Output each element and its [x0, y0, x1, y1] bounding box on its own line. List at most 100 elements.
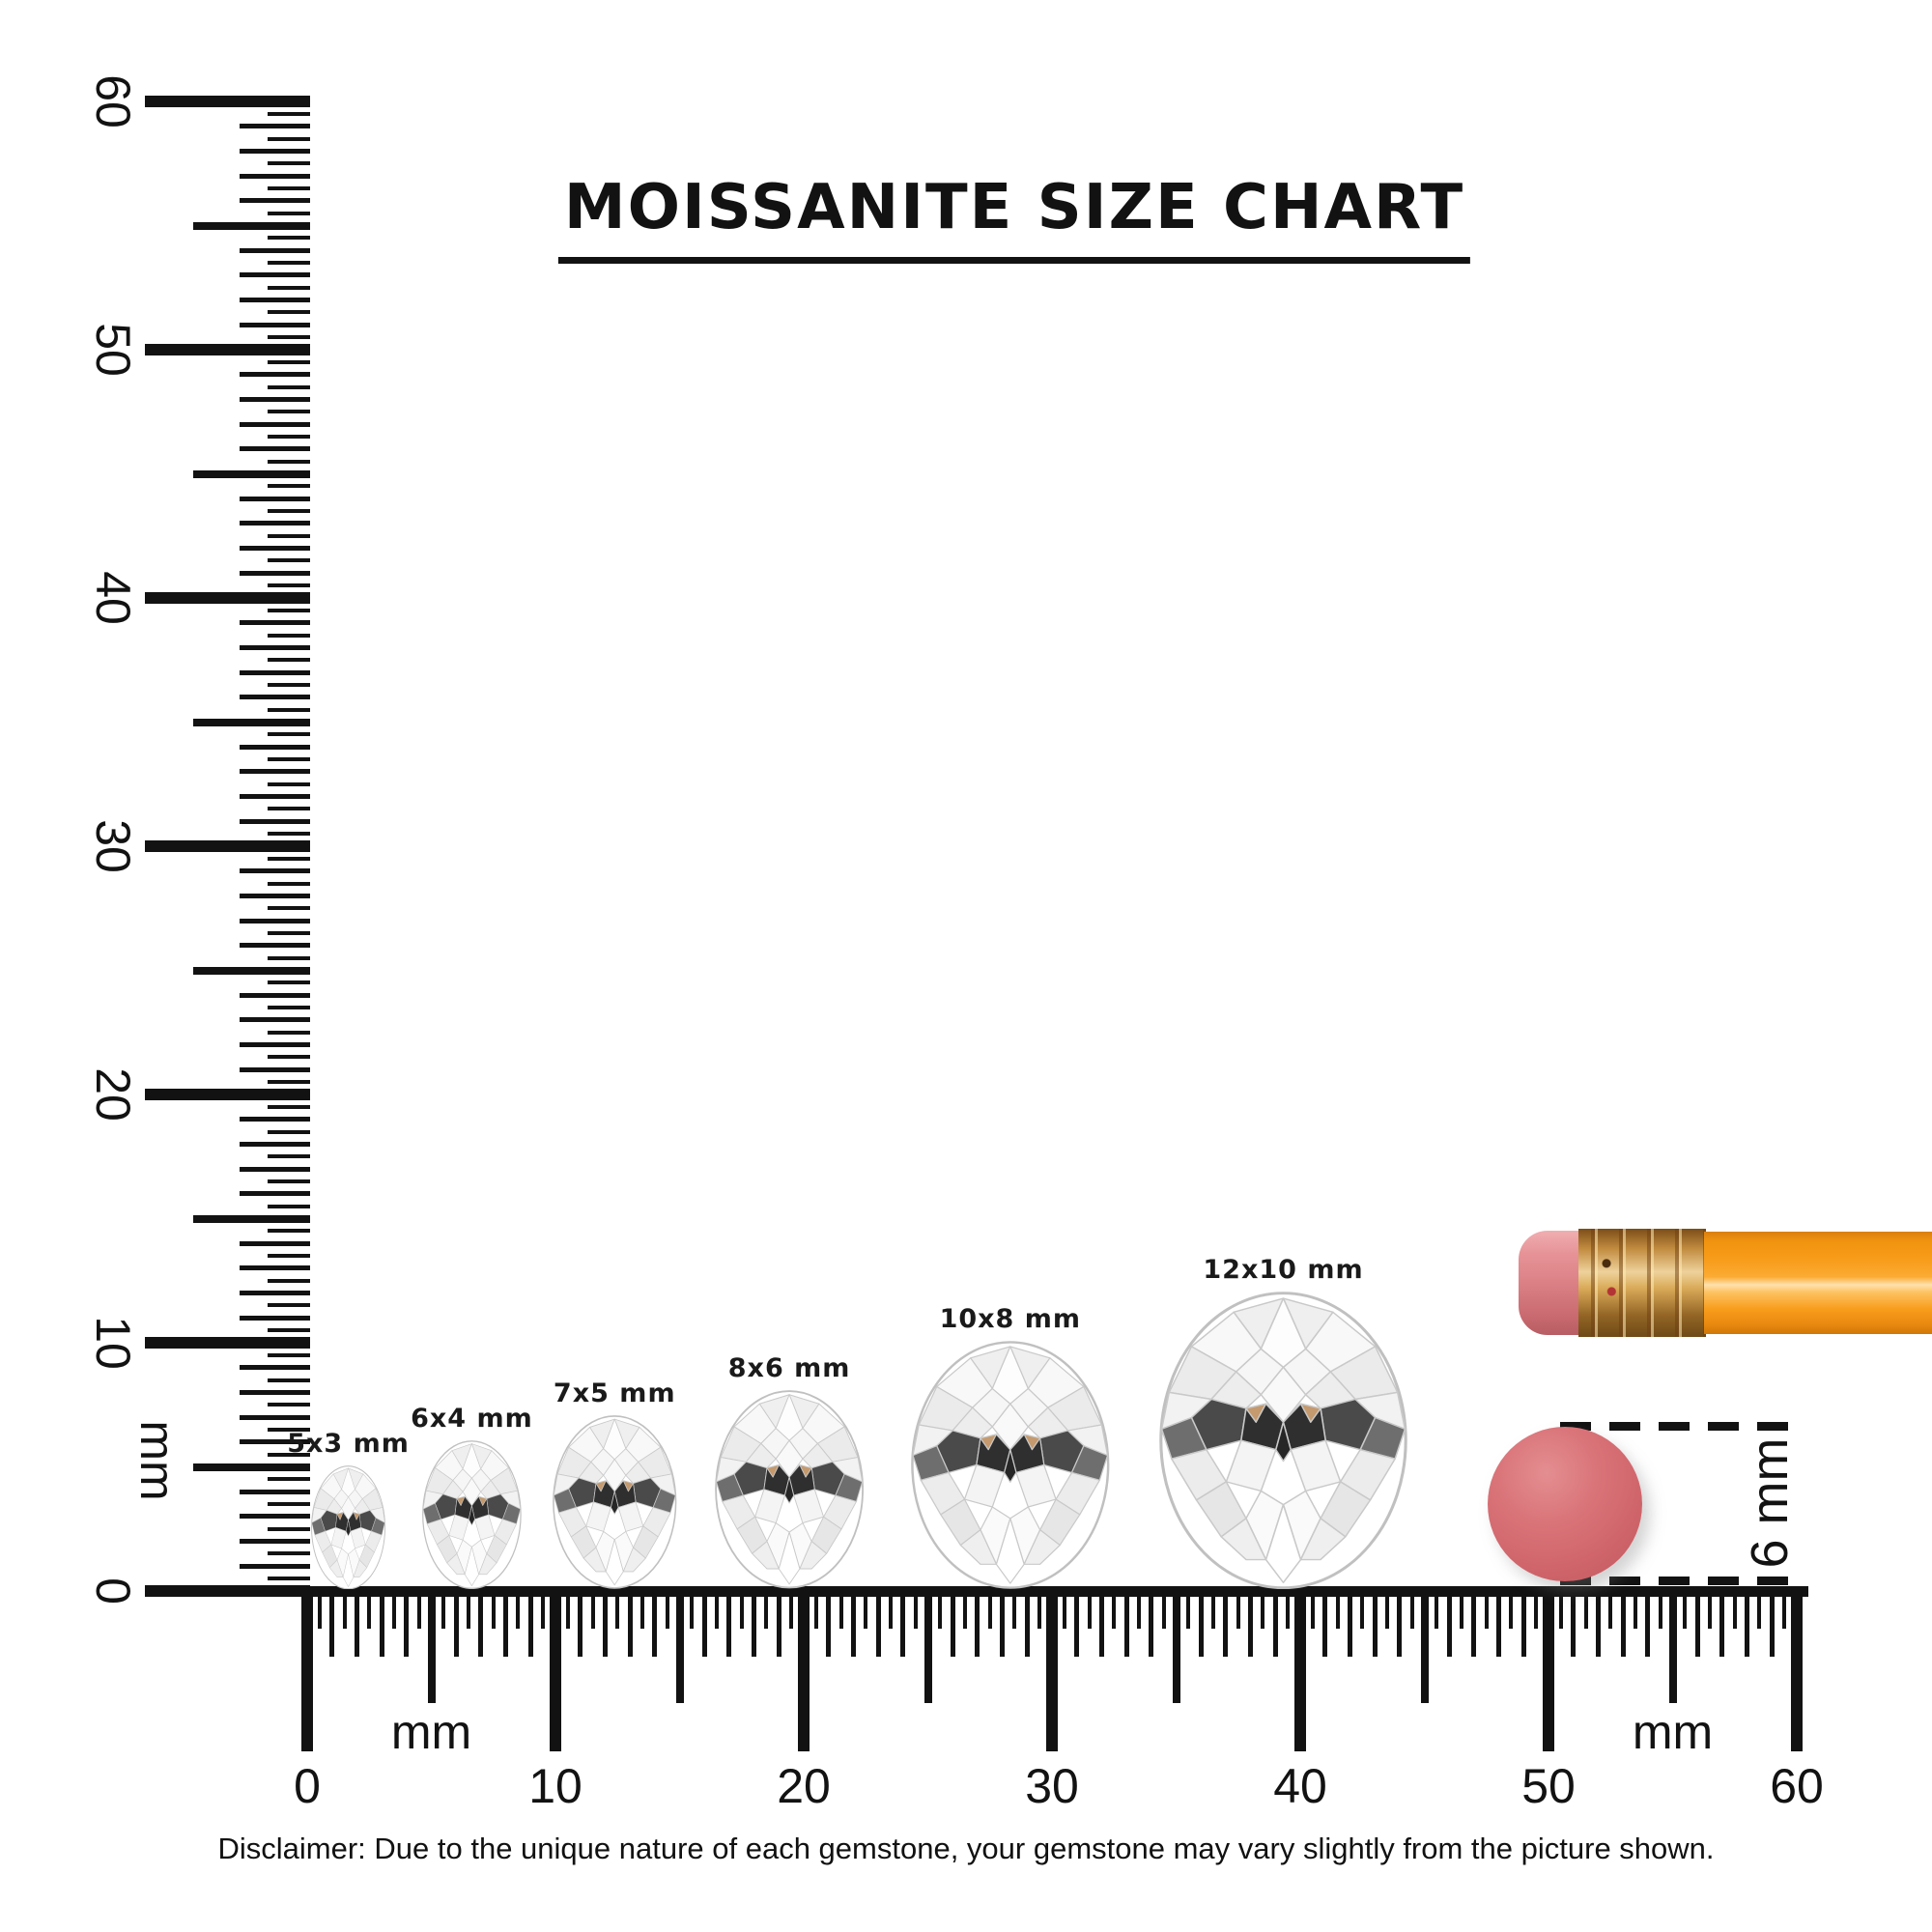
horizontal-ruler-tick — [1732, 1586, 1737, 1629]
horizontal-ruler-tick — [739, 1586, 744, 1629]
horizontal-ruler-tick — [1608, 1586, 1613, 1629]
gem-8x6mm — [715, 1390, 865, 1589]
vertical-ruler-tick — [268, 1502, 310, 1507]
horizontal-ruler-tick — [1496, 1586, 1502, 1657]
page-title: MOISSANITE SIZE CHART — [557, 172, 1471, 264]
horizontal-ruler-tick — [1645, 1586, 1651, 1657]
horizontal-ruler-unit: mm — [390, 1705, 472, 1759]
vertical-ruler-tick — [268, 832, 310, 837]
vertical-ruler-number: 0 — [86, 1577, 140, 1605]
vertical-ruler-tick — [268, 310, 310, 315]
horizontal-ruler-tick — [615, 1586, 620, 1629]
pencil-body — [1704, 1232, 1932, 1334]
horizontal-ruler-tick — [913, 1586, 918, 1629]
horizontal-ruler-tick — [975, 1586, 980, 1657]
vertical-ruler-tick — [240, 893, 310, 898]
vertical-ruler-tick — [240, 198, 310, 204]
horizontal-ruler-tick — [1757, 1586, 1762, 1629]
horizontal-ruler-tick — [478, 1586, 484, 1657]
vertical-ruler-tick — [240, 1439, 310, 1445]
pencil-ferrule — [1578, 1229, 1706, 1337]
vertical-ruler-tick — [145, 96, 310, 107]
vertical-ruler-tick — [268, 930, 310, 935]
vertical-ruler-tick — [268, 682, 310, 687]
pencil — [1519, 1229, 1932, 1337]
horizontal-ruler-tick — [1098, 1586, 1104, 1657]
vertical-ruler-tick — [268, 1352, 310, 1357]
horizontal-ruler-tick — [578, 1586, 583, 1657]
vertical-ruler-tick — [268, 732, 310, 737]
vertical-ruler-tick — [240, 868, 310, 874]
vertical-ruler-tick — [240, 1563, 310, 1569]
vertical-ruler-tick — [240, 272, 310, 278]
horizontal-ruler-tick — [1198, 1586, 1204, 1657]
vertical-ruler-tick — [240, 1539, 310, 1545]
vertical-ruler-tick — [268, 1104, 310, 1109]
horizontal-ruler-tick — [1595, 1586, 1601, 1657]
vertical-ruler-tick — [240, 446, 310, 452]
vertical-ruler-tick — [240, 1365, 310, 1371]
horizontal-ruler-tick — [1123, 1586, 1129, 1657]
vertical-ruler-tick — [145, 344, 310, 355]
horizontal-ruler-tick — [1571, 1586, 1577, 1657]
horizontal-ruler-tick — [1384, 1586, 1389, 1629]
vertical-ruler-tick — [240, 148, 310, 154]
vertical-ruler-tick — [268, 1328, 310, 1333]
gem-size-label: 6x4 mm — [411, 1403, 533, 1434]
horizontal-ruler-tick — [1782, 1586, 1787, 1629]
vertical-ruler-tick — [268, 1204, 310, 1208]
vertical-ruler-tick — [240, 1265, 310, 1271]
vertical-ruler-tick — [268, 1030, 310, 1035]
horizontal-ruler-tick — [590, 1586, 595, 1629]
horizontal-ruler-tick — [923, 1586, 932, 1703]
horizontal-ruler-tick — [516, 1586, 521, 1629]
vertical-ruler-tick — [240, 1141, 310, 1147]
horizontal-ruler-tick — [987, 1586, 992, 1629]
vertical-ruler-tick — [240, 918, 310, 923]
horizontal-ruler-tick — [776, 1586, 781, 1657]
vertical-ruler-tick — [268, 608, 310, 612]
horizontal-ruler-tick — [950, 1586, 955, 1657]
horizontal-ruler-number: 0 — [294, 1759, 321, 1813]
vertical-ruler-tick — [240, 421, 310, 427]
vertical-ruler-tick — [268, 1278, 310, 1283]
horizontal-ruler-tick — [665, 1586, 669, 1629]
horizontal-ruler-tick — [391, 1586, 396, 1629]
horizontal-ruler-tick — [379, 1586, 384, 1657]
vertical-ruler-tick — [240, 1489, 310, 1494]
vertical-ruler-tick — [268, 1526, 310, 1531]
horizontal-ruler-tick — [1172, 1586, 1180, 1703]
horizontal-ruler-tick — [1583, 1586, 1588, 1629]
horizontal-ruler-tick — [627, 1586, 633, 1657]
vertical-ruler-number: 10 — [86, 1316, 140, 1370]
horizontal-ruler-tick — [1223, 1586, 1229, 1657]
vertical-ruler-tick — [268, 1080, 310, 1085]
horizontal-ruler-number: 40 — [1273, 1759, 1327, 1813]
horizontal-ruler-tick — [1791, 1586, 1803, 1751]
vertical-ruler-tick — [145, 1337, 310, 1349]
vertical-ruler-tick — [268, 906, 310, 911]
horizontal-ruler-tick — [1261, 1586, 1265, 1629]
horizontal-ruler-tick — [963, 1586, 968, 1629]
vertical-ruler-tick — [240, 1514, 310, 1520]
vertical-ruler-tick — [268, 509, 310, 514]
vertical-ruler-number: 40 — [86, 571, 140, 625]
horizontal-ruler-tick — [1509, 1586, 1514, 1629]
gem-size-label: 7x5 mm — [553, 1378, 676, 1409]
gem-12x10mm — [1159, 1291, 1407, 1589]
vertical-ruler-tick — [268, 1055, 310, 1060]
vertical-ruler-tick — [268, 434, 310, 439]
vertical-ruler-tick — [268, 410, 310, 414]
horizontal-ruler-tick — [1633, 1586, 1637, 1629]
horizontal-ruler-tick — [675, 1586, 684, 1703]
vertical-ruler-tick — [240, 818, 310, 824]
vertical-ruler-tick — [268, 757, 310, 762]
horizontal-ruler-tick — [1446, 1586, 1452, 1657]
horizontal-ruler-tick — [491, 1586, 496, 1629]
horizontal-ruler-tick — [550, 1586, 561, 1751]
vertical-ruler-tick — [240, 695, 310, 700]
horizontal-ruler-tick — [1037, 1586, 1042, 1629]
horizontal-ruler-tick — [1708, 1586, 1713, 1629]
vertical-ruler-tick — [240, 1191, 310, 1197]
